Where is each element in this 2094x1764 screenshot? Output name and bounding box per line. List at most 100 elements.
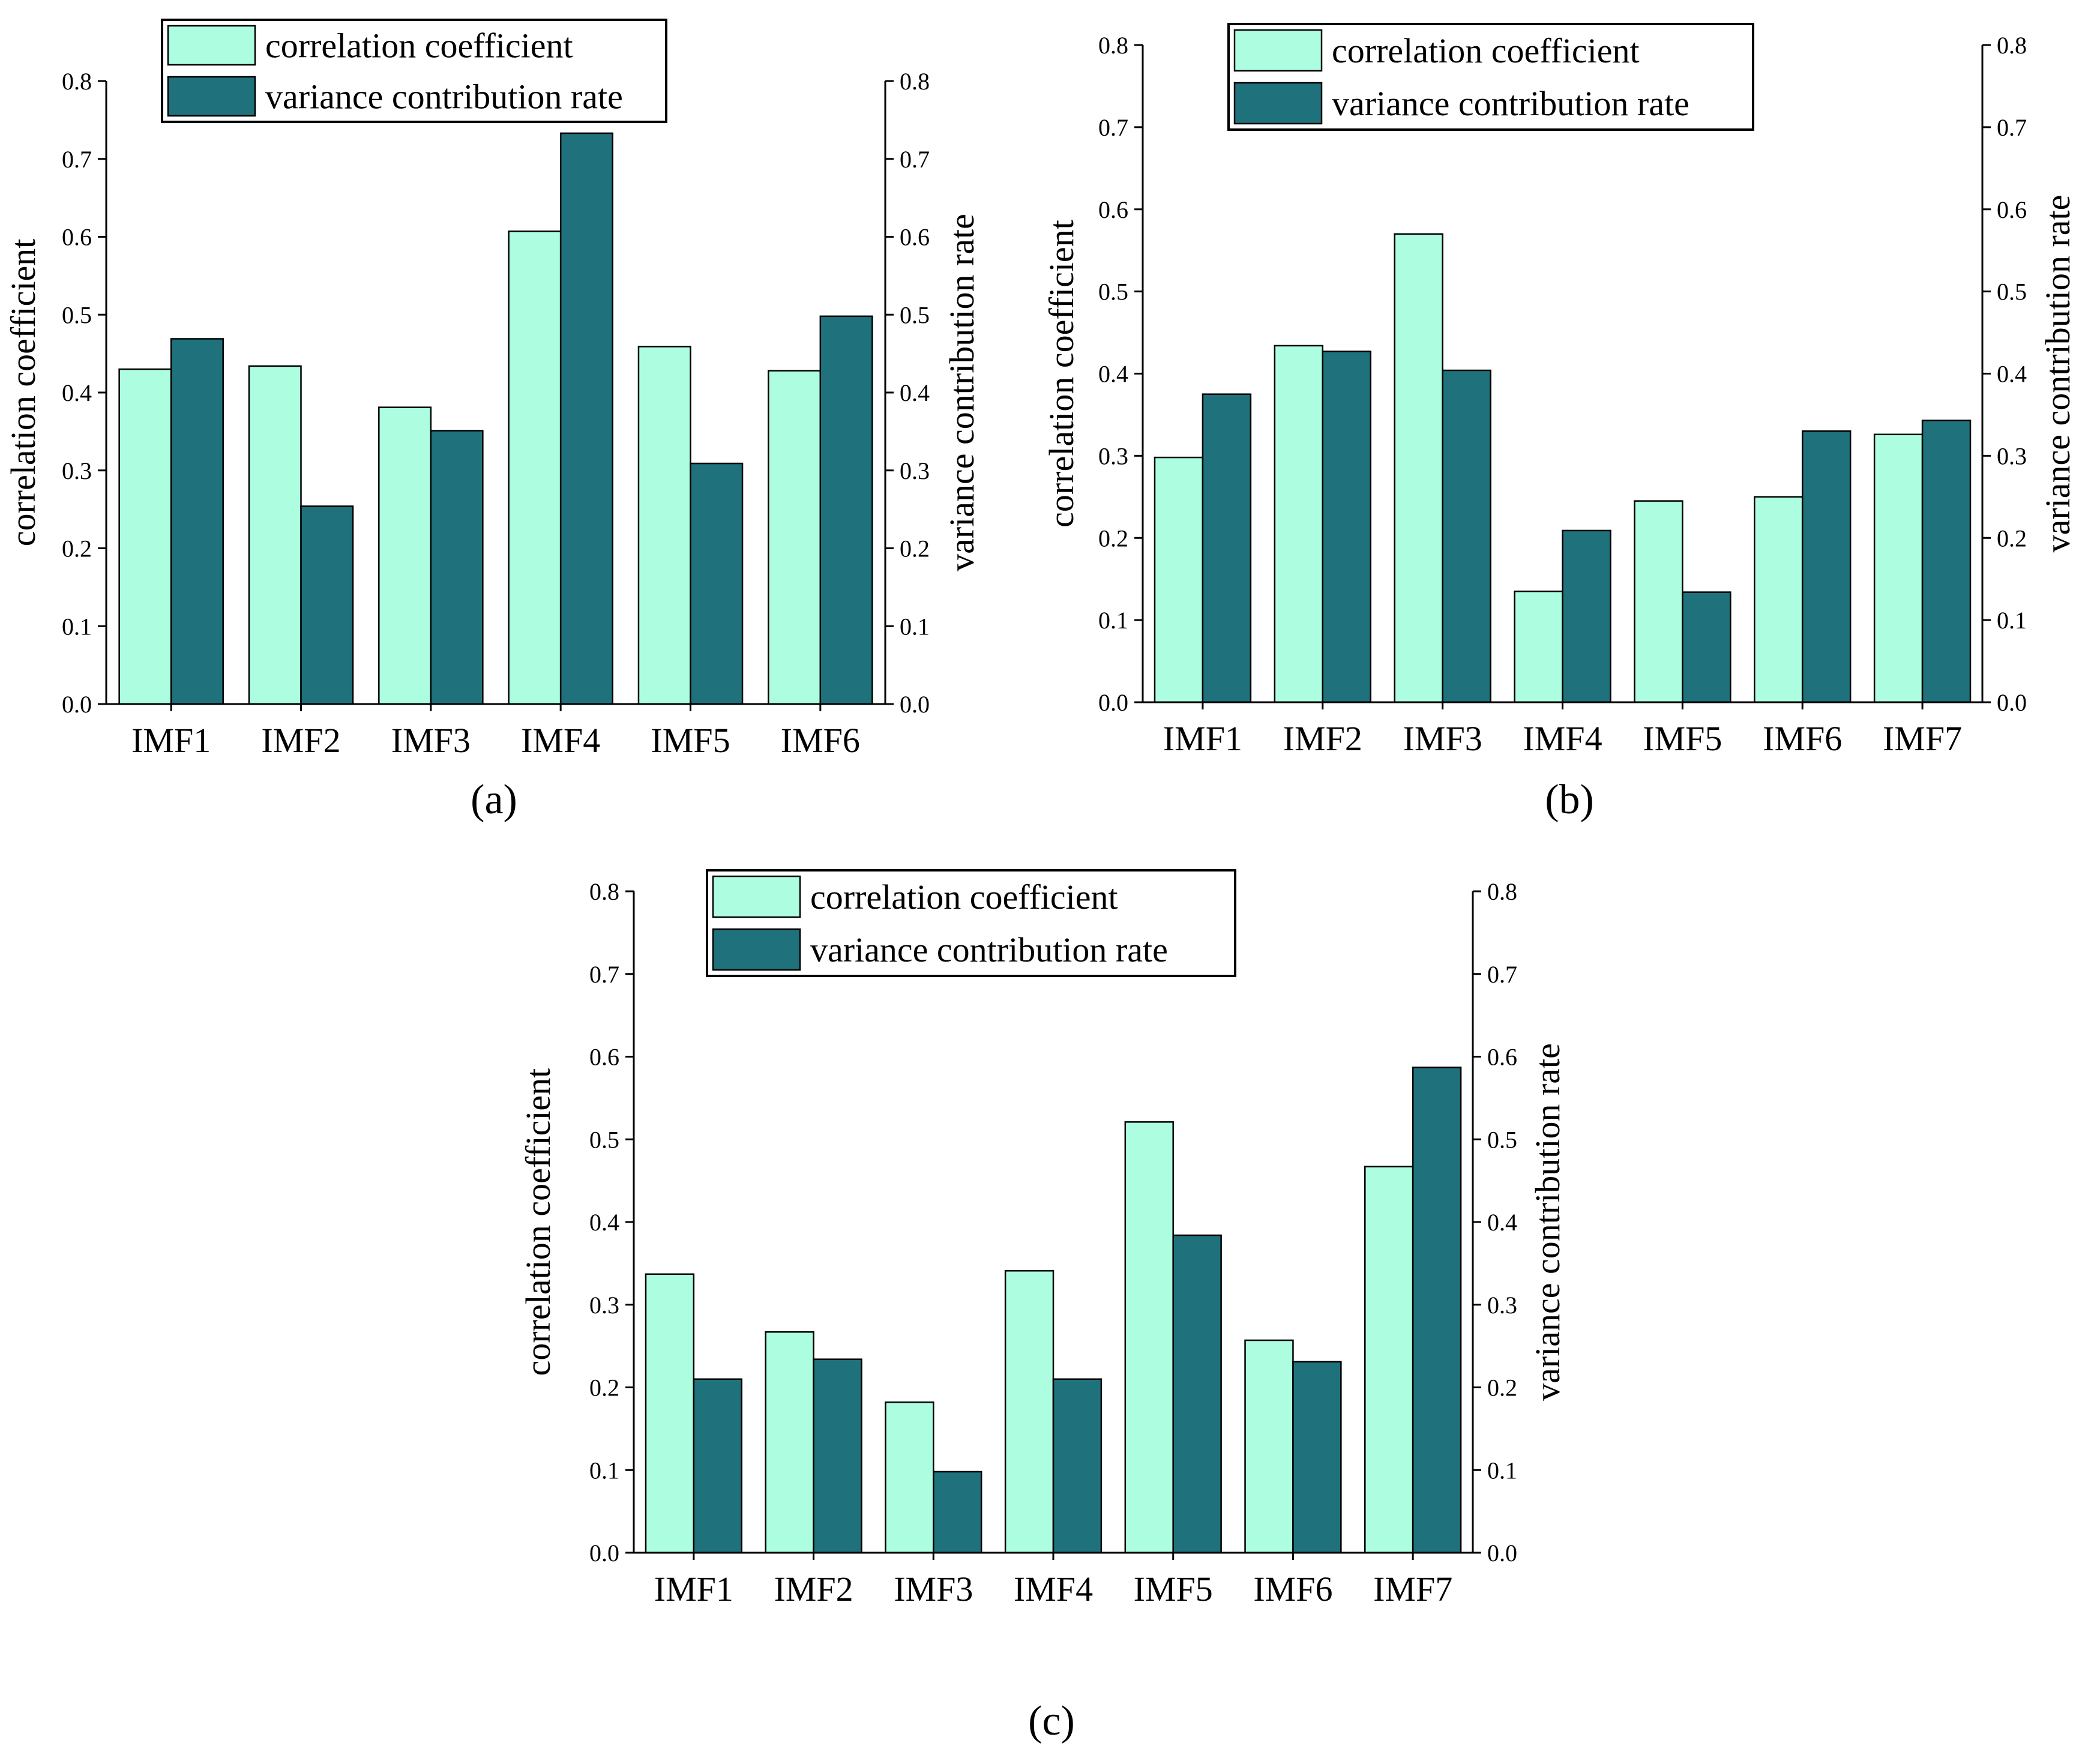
bar-correlation-coefficient (637, 346, 691, 705)
right-y-axis-title: variance contribution rate (1528, 1043, 1567, 1401)
left-y-tick-label: 0.1 (589, 1457, 619, 1484)
bar-variance-contribution-rate (1172, 1234, 1222, 1554)
x-tick-label: IMF5 (1134, 1570, 1213, 1609)
panel-label-b: (b) (1545, 777, 1594, 823)
x-tick-label: IMF6 (1763, 719, 1842, 758)
bar-variance-contribution-rate (1801, 430, 1852, 703)
x-tick-label: IMF3 (894, 1570, 973, 1609)
right-y-tick-label: 0.6 (1997, 196, 2027, 223)
x-tick-label: IMF7 (1883, 719, 1962, 758)
right-y-tick-label: 0.2 (1997, 525, 2027, 552)
right-y-tick-label: 0.5 (1487, 1126, 1517, 1153)
x-tick-label: IMF6 (781, 721, 860, 760)
right-y-tick-label: 0.6 (900, 224, 930, 251)
right-y-tick-label: 0.8 (1997, 32, 2027, 59)
x-tick-label: IMF1 (654, 1570, 733, 1609)
right-y-tick-label: 0.7 (900, 146, 930, 173)
right-y-tick-label: 0.4 (1997, 361, 2027, 388)
right-y-tick-label: 0.7 (1997, 114, 2027, 141)
left-y-tick-label: 0.7 (1098, 114, 1128, 141)
right-y-axis-title: variance contribution rate (942, 214, 981, 571)
bar-correlation-coefficient (768, 370, 822, 705)
bar-variance-contribution-rate (559, 132, 613, 705)
left-y-axis-title: correlation coefficient (519, 1068, 558, 1376)
right-y-tick-label: 0.0 (900, 691, 930, 718)
left-y-tick-label: 0.7 (589, 961, 619, 988)
left-y-axis-title: correlation coefficient (4, 239, 43, 547)
legend-swatch-correlation-coefficient (167, 25, 256, 66)
right-y-tick-label: 0.0 (1997, 689, 2027, 716)
bar-correlation-coefficient (1394, 233, 1443, 703)
right-y-tick-label: 0.4 (900, 379, 930, 406)
bar-correlation-coefficient (1514, 590, 1563, 703)
legend: correlation coefficient variance contribu… (1227, 23, 1754, 131)
x-tick-label: IMF7 (1373, 1570, 1452, 1609)
x-tick-label: IMF4 (521, 721, 600, 760)
bar-variance-contribution-rate (813, 1358, 862, 1554)
x-tick-label: IMF3 (391, 721, 471, 760)
bar-correlation-coefficient (1754, 496, 1804, 703)
left-y-tick-label: 0.3 (1098, 442, 1128, 469)
bar-correlation-coefficient (1004, 1270, 1055, 1554)
bar-variance-contribution-rate (819, 315, 873, 705)
bar-correlation-coefficient (765, 1331, 814, 1554)
left-y-tick-label: 0.3 (62, 457, 92, 484)
bar-variance-contribution-rate (933, 1471, 982, 1554)
left-y-tick-label: 0.2 (62, 535, 92, 562)
panel-label-a: (a) (471, 777, 517, 823)
left-y-tick-label: 0.6 (589, 1044, 619, 1071)
left-y-tick-label: 0.6 (1098, 196, 1128, 223)
right-y-tick-label: 0.1 (900, 613, 930, 640)
x-tick-label: IMF2 (1283, 719, 1362, 758)
bar-variance-contribution-rate (1052, 1378, 1103, 1554)
bar-correlation-coefficient (118, 368, 172, 705)
legend: correlation coefficient variance contribu… (706, 869, 1236, 977)
left-y-tick-label: 0.0 (1098, 689, 1128, 716)
bar-correlation-coefficient (885, 1401, 934, 1554)
right-y-tick-label: 0.7 (1487, 961, 1517, 988)
legend-swatch-variance-contribution-rate (1233, 82, 1323, 125)
bar-variance-contribution-rate (1562, 529, 1611, 703)
bar-variance-contribution-rate (1292, 1361, 1342, 1554)
right-y-tick-label: 0.8 (1487, 878, 1517, 905)
bar-correlation-coefficient (508, 230, 562, 705)
right-y-axis-title: variance contribution rate (2038, 195, 2077, 553)
bar-variance-contribution-rate (1921, 420, 1972, 703)
left-y-tick-label: 0.1 (62, 613, 92, 640)
bar-variance-contribution-rate (170, 338, 224, 705)
left-y-tick-label: 0.4 (62, 379, 92, 406)
legend-label-correlation-coefficient: correlation coefficient (265, 26, 573, 65)
left-y-tick-label: 0.0 (62, 691, 92, 718)
left-y-tick-label: 0.2 (1098, 525, 1128, 552)
right-y-tick-label: 0.8 (900, 68, 930, 95)
left-y-axis-title: correlation coefficient (1042, 220, 1081, 528)
bar-variance-contribution-rate (430, 430, 484, 705)
left-y-tick-label: 0.0 (589, 1540, 619, 1567)
right-y-tick-label: 0.3 (1487, 1292, 1517, 1319)
bar-correlation-coefficient (1634, 500, 1683, 703)
chart-panel-c: IMF1 IMF2 IMF3 IMF4 IMF5 IMF6 IMF7 0.0 0.0 0.1 0.1… (519, 869, 1567, 1744)
x-tick-label: IMF1 (131, 721, 211, 760)
bar-variance-contribution-rate (1682, 591, 1731, 703)
legend-swatch-variance-contribution-rate (167, 76, 256, 117)
chart-panel-b: IMF1 IMF2 IMF3 IMF4 IMF5 IMF6 IMF7 0.0 0.0 0.1 0.1… (1042, 23, 2077, 823)
x-tick-label: IMF2 (774, 1570, 853, 1609)
right-y-tick-label: 0.2 (1487, 1374, 1517, 1401)
bar-variance-contribution-rate (1412, 1067, 1462, 1554)
bar-variance-contribution-rate (300, 505, 354, 705)
chart-panel-a: IMF1 IMF2 IMF3 IMF4 IMF5 IMF6 0.0 0.0 0.1 0.1 0.2 0… (4, 19, 981, 823)
x-tick-label: IMF5 (1643, 719, 1722, 758)
bar-variance-contribution-rate (1202, 393, 1252, 703)
bar-correlation-coefficient (645, 1273, 695, 1554)
right-y-tick-label: 0.1 (1487, 1457, 1517, 1484)
left-y-tick-label: 0.6 (62, 224, 92, 251)
x-tick-label: IMF6 (1253, 1570, 1332, 1609)
legend-label-variance-contribution-rate: variance contribution rate (265, 77, 623, 116)
left-y-tick-label: 0.8 (1098, 32, 1128, 59)
bar-variance-contribution-rate (693, 1378, 742, 1554)
legend: correlation coefficient variance contribu… (161, 19, 667, 123)
bar-correlation-coefficient (1154, 456, 1204, 703)
x-tick-label: IMF1 (1163, 719, 1242, 758)
bar-correlation-coefficient (1274, 345, 1324, 703)
legend-swatch-correlation-coefficient (712, 875, 801, 918)
